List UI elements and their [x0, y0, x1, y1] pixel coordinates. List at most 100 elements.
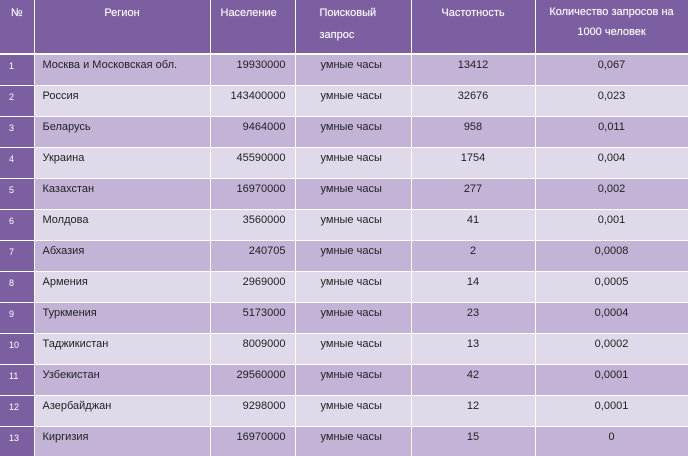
query-cell: умные часы [295, 116, 412, 148]
region-cell: Молдова [34, 209, 211, 241]
row-number: 6 [0, 209, 35, 241]
query-cell: умные часы [295, 54, 412, 86]
row-number: 5 [0, 178, 35, 210]
region-cell: Москва и Московская обл. [34, 54, 211, 86]
region-cell: Туркмения [34, 302, 211, 334]
frequency-cell: 13 [411, 333, 536, 365]
region-cell: Казахстан [34, 178, 211, 210]
table-body: 1 Москва и Московская обл. 19930000 умные ч… [0, 54, 688, 456]
row-number: 3 [0, 116, 35, 148]
population-cell: 240705 [210, 240, 296, 272]
population-cell: 143400000 [210, 85, 296, 117]
population-cell: 19930000 [210, 54, 296, 86]
rate-cell: 0,002 [535, 178, 688, 210]
frequency-cell: 2 [411, 240, 536, 272]
region-cell: Киргизия [34, 426, 211, 456]
query-cell: умные часы [295, 85, 412, 117]
region-cell: Узбекистан [34, 364, 211, 396]
frequency-cell: 277 [411, 178, 536, 210]
table-row: 8 Армения 2969000 умные часы 14 0,0005 [0, 271, 688, 303]
population-cell: 16970000 [210, 426, 296, 456]
rate-cell: 0,067 [535, 54, 688, 86]
query-cell: умные часы [295, 209, 412, 241]
region-cell: Армения [34, 271, 211, 303]
frequency-cell: 14 [411, 271, 536, 303]
query-cell: умные часы [295, 240, 412, 272]
rate-cell: 0,0001 [535, 364, 688, 396]
table-row: 6 Молдова 3560000 умные часы 41 0,001 [0, 209, 688, 241]
header-num: № [0, 0, 35, 55]
population-cell: 3560000 [210, 209, 296, 241]
table-row: 13 Киргизия 16970000 умные часы 15 0 [0, 426, 688, 456]
query-cell: умные часы [295, 147, 412, 179]
region-cell: Таджикистан [34, 333, 211, 365]
header-query: Поисковый запрос [295, 0, 412, 55]
query-cell: умные часы [295, 271, 412, 303]
table-row: 11 Узбекистан 29560000 умные часы 42 0,0001 [0, 364, 688, 396]
table-header-row: № Регион Население Поисковый запрос Част… [0, 0, 688, 55]
query-cell: умные часы [295, 395, 412, 427]
frequency-cell: 12 [411, 395, 536, 427]
population-cell: 9298000 [210, 395, 296, 427]
rate-cell: 0,0004 [535, 302, 688, 334]
region-cell: Украина [34, 147, 211, 179]
row-number: 1 [0, 54, 35, 86]
frequency-cell: 13412 [411, 54, 536, 86]
row-number: 10 [0, 333, 35, 365]
region-cell: Россия [34, 85, 211, 117]
rate-cell: 0,001 [535, 209, 688, 241]
row-number: 7 [0, 240, 35, 272]
frequency-cell: 1754 [411, 147, 536, 179]
row-number: 11 [0, 364, 35, 396]
header-frequency: Частотность [411, 0, 536, 55]
table-row: 4 Украина 45590000 умные часы 1754 0,004 [0, 147, 688, 179]
header-rate: Количество запросов на 1000 человек [535, 0, 688, 55]
region-cell: Беларусь [34, 116, 211, 148]
population-cell: 5173000 [210, 302, 296, 334]
region-cell: Абхазия [34, 240, 211, 272]
frequency-cell: 15 [411, 426, 536, 456]
row-number: 9 [0, 302, 35, 334]
rate-cell: 0,0008 [535, 240, 688, 272]
frequency-cell: 42 [411, 364, 536, 396]
frequency-cell: 23 [411, 302, 536, 334]
query-cell: умные часы [295, 426, 412, 456]
rate-cell: 0,0005 [535, 271, 688, 303]
header-region: Регион [34, 0, 211, 55]
row-number: 8 [0, 271, 35, 303]
row-number: 13 [0, 426, 35, 456]
rate-cell: 0,0001 [535, 395, 688, 427]
row-number: 4 [0, 147, 35, 179]
frequency-cell: 958 [411, 116, 536, 148]
rate-cell: 0,0002 [535, 333, 688, 365]
table-row: 2 Россия 143400000 умные часы 32676 0,023 [0, 85, 688, 117]
table-row: 3 Беларусь 9464000 умные часы 958 0,011 [0, 116, 688, 148]
table-row: 10 Таджикистан 8009000 умные часы 13 0,0002 [0, 333, 688, 365]
rate-cell: 0,011 [535, 116, 688, 148]
row-number: 12 [0, 395, 35, 427]
table-row: 12 Азербайджан 9298000 умные часы 12 0,0001 [0, 395, 688, 427]
population-cell: 2969000 [210, 271, 296, 303]
population-cell: 8009000 [210, 333, 296, 365]
population-cell: 45590000 [210, 147, 296, 179]
rate-cell: 0 [535, 426, 688, 456]
table-row: 5 Казахстан 16970000 умные часы 277 0,002 [0, 178, 688, 210]
frequency-cell: 32676 [411, 85, 536, 117]
population-cell: 9464000 [210, 116, 296, 148]
table-row: 9 Туркмения 5173000 умные часы 23 0,0004 [0, 302, 688, 334]
population-cell: 29560000 [210, 364, 296, 396]
query-cell: умные часы [295, 178, 412, 210]
region-cell: Азербайджан [34, 395, 211, 427]
rate-cell: 0,023 [535, 85, 688, 117]
query-cell: умные часы [295, 364, 412, 396]
population-cell: 16970000 [210, 178, 296, 210]
query-cell: умные часы [295, 302, 412, 334]
row-number: 2 [0, 85, 35, 117]
frequency-cell: 41 [411, 209, 536, 241]
table-row: 1 Москва и Московская обл. 19930000 умные ч… [0, 54, 688, 86]
rate-cell: 0,004 [535, 147, 688, 179]
table-row: 7 Абхазия 240705 умные часы 2 0,0008 [0, 240, 688, 272]
query-cell: умные часы [295, 333, 412, 365]
